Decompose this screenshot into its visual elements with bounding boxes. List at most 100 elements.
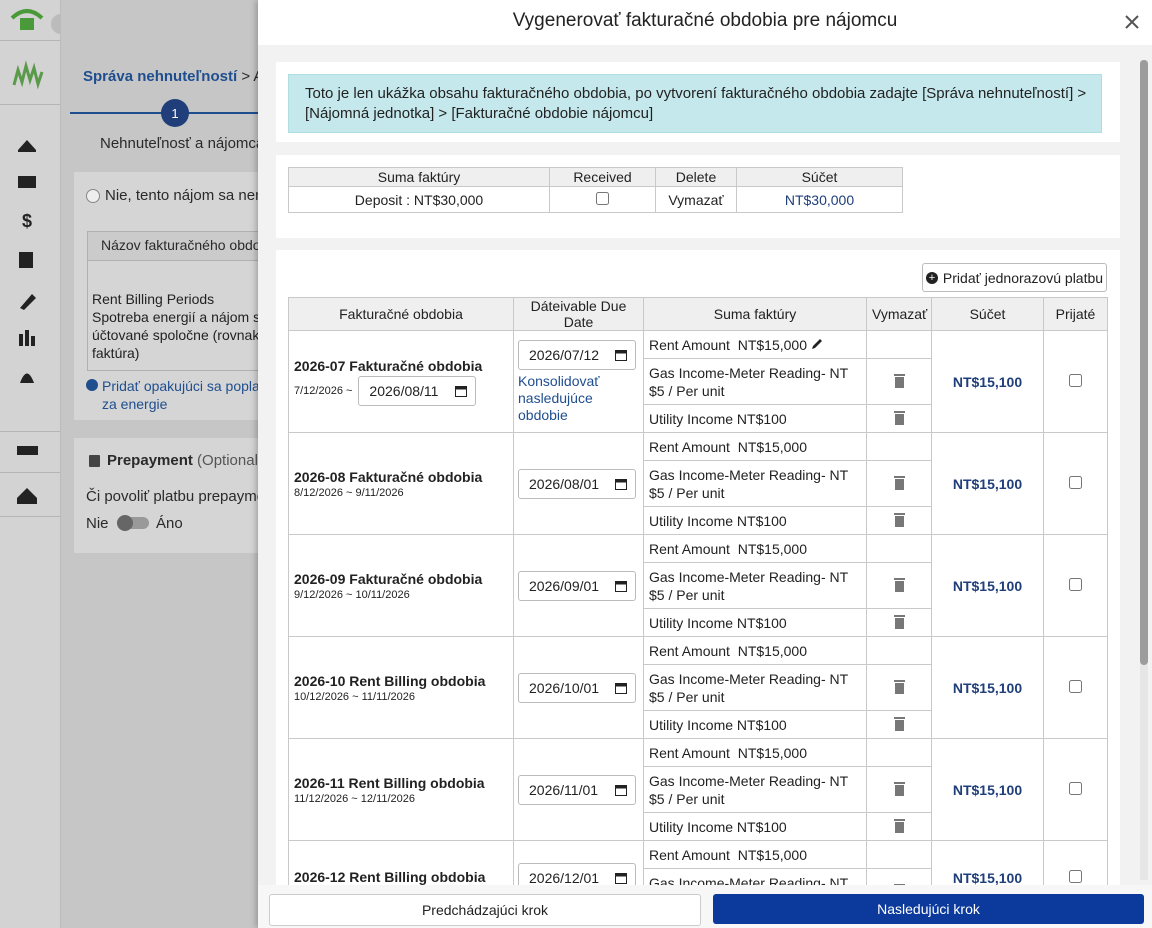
trash-icon[interactable]	[893, 577, 906, 592]
item-text: Rent Amount NT$15,000	[649, 642, 807, 659]
checkbox[interactable]	[1069, 577, 1082, 591]
calendar-icon[interactable]	[615, 682, 627, 694]
date-input[interactable]: 2026/11/01	[518, 774, 636, 805]
deposit-table: Suma faktúry Received Delete Súčet Deposit :…	[288, 167, 903, 213]
item-cell: Utility Income NT$100	[643, 404, 867, 433]
checkbox[interactable]	[1069, 373, 1082, 387]
date-input[interactable]: 2026/12/01	[518, 862, 636, 886]
date-value: 2026/09/01	[529, 577, 600, 594]
info-box: Toto je len ukážka obsahu fakturačného o…	[288, 74, 1102, 133]
period-name: 2026-09 Fakturačné obdobia	[294, 570, 483, 587]
calendar-icon[interactable]	[615, 784, 627, 796]
billing-row: Gas Income-Meter Reading- NT$5 / Per uni…	[289, 460, 1108, 507]
toggle-no: Nie	[86, 515, 109, 532]
due-cell: 2026/07/12 Konsolidovať nasledujúce obdob…	[513, 330, 644, 433]
breadcrumb-link[interactable]: Správa nehnuteľností	[83, 68, 238, 85]
next-button[interactable]: Nasledujúci krok	[713, 894, 1144, 924]
checkbox[interactable]	[1069, 869, 1082, 883]
trash-icon[interactable]	[893, 679, 906, 694]
checkbox[interactable]	[1069, 679, 1082, 693]
modal-title: Vygenerovať fakturačné obdobia pre nájom…	[512, 10, 898, 31]
trash-icon[interactable]	[893, 512, 906, 527]
trash-icon[interactable]	[893, 373, 906, 388]
period-cell: 2026-08 Fakturačné obdobia 8/12/2026 ~ 9/…	[288, 432, 514, 535]
date-value: 2026/07/12	[529, 346, 600, 363]
due-cell: 2026/10/01	[513, 636, 644, 739]
billing-row: Utility Income NT$100	[289, 710, 1108, 739]
item-text: Utility Income NT$100	[649, 410, 787, 427]
delete-cell	[866, 840, 932, 869]
close-button[interactable]	[1124, 14, 1140, 30]
date-input[interactable]: 2026/09/01	[518, 570, 636, 601]
item-cell: Rent Amount NT$15,000	[643, 738, 867, 767]
period-range-row: 9/12/2026 ~ 10/11/2026	[294, 589, 508, 601]
trash-icon[interactable]	[893, 716, 906, 731]
trash-icon[interactable]	[893, 410, 906, 425]
date-input[interactable]: 2026/08/11	[358, 375, 477, 406]
date-value: 2026/12/01	[529, 869, 600, 886]
add-link-line[interactable]: za energie	[102, 396, 168, 412]
item-text: Rent Amount NT$15,000	[649, 438, 807, 455]
checkbox[interactable]	[596, 191, 609, 205]
deposit-header-cell: Suma faktúry	[288, 167, 550, 187]
deposit-header-cell: Delete	[655, 167, 737, 187]
trash-icon[interactable]	[893, 818, 906, 833]
date-input[interactable]: 2026/10/01	[518, 672, 636, 703]
prev-button[interactable]: Predchádzajúci krok	[269, 894, 701, 926]
toggle[interactable]	[117, 515, 149, 531]
radio[interactable]	[86, 189, 100, 203]
consolidate-link[interactable]: Konsolidovať nasledujúce obdobie	[518, 372, 600, 423]
modal-footer: Predchádzajúci krok Nasledujúci krok	[258, 885, 1152, 928]
delete-cell	[866, 460, 932, 507]
deposit-delete[interactable]: Vymazať	[655, 186, 737, 213]
radio-label: Nie, tento nájom sa neme	[105, 187, 276, 204]
billing-row: Utility Income NT$100	[289, 404, 1108, 433]
due-cell: 2026/11/01	[513, 738, 644, 841]
prepayment-title: Prepayment	[107, 452, 193, 469]
total-cell: NT$15,100	[931, 330, 1044, 433]
trash-icon[interactable]	[893, 475, 906, 490]
period-name: 2026-07 Fakturačné obdobia	[294, 357, 483, 374]
calendar-icon[interactable]	[615, 580, 627, 592]
modal-body: Toto je len ukážka obsahu fakturačného o…	[258, 45, 1152, 885]
billing-row: Gas Income-Meter Reading- NT$5 / Per uni…	[289, 358, 1108, 405]
billing-table: Fakturačné obdobia Dáteivable Due Date Sum…	[288, 297, 1108, 885]
billing-row: Utility Income NT$100	[289, 608, 1108, 637]
due-cell: 2026/08/01	[513, 432, 644, 535]
checkbox[interactable]	[1069, 475, 1082, 489]
billing-header-cell: Suma faktúry	[643, 297, 867, 331]
received-cell	[1043, 840, 1108, 885]
calendar-icon[interactable]	[615, 478, 627, 490]
calendar-icon[interactable]	[615, 349, 627, 361]
add-payment-label: Pridať jednorazovú platbu	[942, 269, 1104, 286]
edit-icon[interactable]	[811, 337, 824, 350]
trash-icon[interactable]	[893, 614, 906, 629]
deposit-total: NT$30,000	[736, 186, 903, 213]
item-cell: Rent Amount NT$15,000	[643, 636, 867, 665]
add-payment-button[interactable]: + Pridať jednorazovú platbu	[922, 263, 1107, 292]
received-cell	[1043, 738, 1108, 841]
delete-cell	[866, 562, 932, 609]
date-input[interactable]: 2026/08/01	[518, 468, 636, 499]
sidebar-icons: $	[10, 9, 71, 504]
period-name: 2026-08 Fakturačné obdobia	[294, 468, 483, 485]
trash-icon[interactable]	[893, 883, 906, 886]
total-cell: NT$15,100	[931, 636, 1044, 739]
add-link-line[interactable]: Pridať opakujúci sa poplat	[102, 378, 264, 394]
delete-cell	[866, 664, 932, 711]
item-cell: Gas Income-Meter Reading- NT$5 / Per uni…	[643, 562, 867, 609]
delete-cell	[866, 608, 932, 637]
received-cell	[1043, 330, 1108, 433]
deposit-received	[549, 186, 656, 213]
toggle-yes: Áno	[156, 515, 183, 532]
checkbox[interactable]	[1069, 781, 1082, 795]
delete-cell	[866, 636, 932, 665]
calendar-icon[interactable]	[455, 385, 468, 397]
modal: Vygenerovať fakturačné obdobia pre nájom…	[258, 0, 1152, 928]
delete-cell	[866, 534, 932, 563]
calendar-icon[interactable]	[615, 872, 627, 884]
period-cell: 2026-09 Fakturačné obdobia 9/12/2026 ~ 10…	[288, 534, 514, 637]
date-input[interactable]: 2026/07/12	[518, 339, 636, 370]
item-text: Rent Amount NT$15,000	[649, 744, 807, 761]
trash-icon[interactable]	[893, 781, 906, 796]
